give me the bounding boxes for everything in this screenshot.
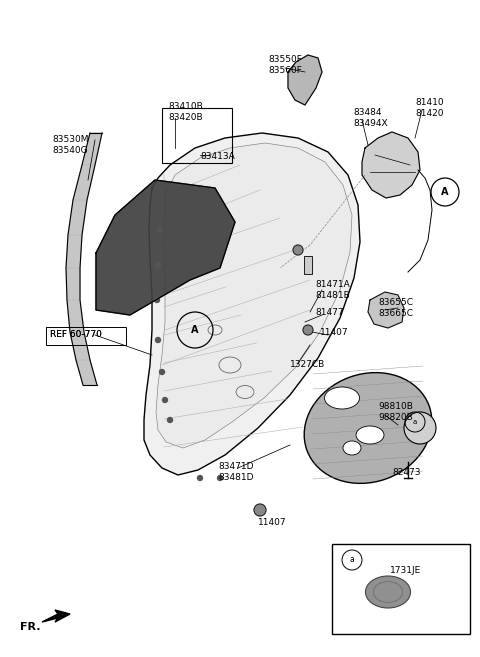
Circle shape xyxy=(159,369,165,374)
Ellipse shape xyxy=(365,576,410,608)
Text: 11407: 11407 xyxy=(320,328,348,337)
Circle shape xyxy=(156,263,160,267)
Circle shape xyxy=(156,338,160,342)
Circle shape xyxy=(168,417,172,422)
Text: FR.: FR. xyxy=(20,622,40,632)
Circle shape xyxy=(303,325,313,335)
Text: 83655C
83665C: 83655C 83665C xyxy=(378,298,413,318)
Text: 81410
81420: 81410 81420 xyxy=(415,98,444,118)
Text: 83484
83494X: 83484 83494X xyxy=(353,108,388,128)
Circle shape xyxy=(254,504,266,516)
Text: A: A xyxy=(191,325,199,335)
Bar xyxy=(332,544,470,634)
Polygon shape xyxy=(68,200,87,235)
Text: REF 60-770: REF 60-770 xyxy=(50,330,102,339)
Bar xyxy=(304,256,312,274)
Polygon shape xyxy=(66,268,80,300)
Polygon shape xyxy=(66,235,82,268)
Text: 81477: 81477 xyxy=(315,308,344,317)
Polygon shape xyxy=(156,143,352,448)
Text: 83410B
83420B: 83410B 83420B xyxy=(168,102,203,122)
Text: 81471A
81481B: 81471A 81481B xyxy=(315,280,350,300)
Text: REF 60-770: REF 60-770 xyxy=(50,330,102,339)
Circle shape xyxy=(293,245,303,255)
Polygon shape xyxy=(42,610,70,622)
Circle shape xyxy=(155,298,159,302)
Polygon shape xyxy=(73,165,95,200)
Ellipse shape xyxy=(324,387,360,409)
Text: 1731JE: 1731JE xyxy=(390,566,421,575)
Ellipse shape xyxy=(343,441,361,455)
Text: 1327CB: 1327CB xyxy=(290,360,325,369)
Ellipse shape xyxy=(356,426,384,444)
Bar xyxy=(162,108,232,163)
Text: A: A xyxy=(441,187,449,197)
Text: 82473: 82473 xyxy=(392,468,420,477)
Text: 83550F
83560F: 83550F 83560F xyxy=(268,55,302,75)
Text: 83471D
83481D: 83471D 83481D xyxy=(218,462,253,482)
Text: 83413A: 83413A xyxy=(200,152,235,161)
Polygon shape xyxy=(67,300,84,332)
Circle shape xyxy=(157,227,163,233)
Text: a: a xyxy=(349,556,354,564)
Ellipse shape xyxy=(304,373,432,484)
Circle shape xyxy=(163,397,168,403)
Polygon shape xyxy=(76,360,97,385)
Text: 11407: 11407 xyxy=(258,518,287,527)
Ellipse shape xyxy=(404,412,436,444)
Polygon shape xyxy=(82,133,102,165)
Polygon shape xyxy=(144,133,360,475)
Text: 83530M
83540G: 83530M 83540G xyxy=(52,135,88,155)
Text: a: a xyxy=(413,419,417,425)
Polygon shape xyxy=(362,132,420,198)
Polygon shape xyxy=(368,292,404,328)
Polygon shape xyxy=(96,180,235,315)
Polygon shape xyxy=(70,332,90,360)
Circle shape xyxy=(217,476,223,480)
Polygon shape xyxy=(288,55,322,105)
Text: 98810B
98820B: 98810B 98820B xyxy=(378,402,413,422)
Circle shape xyxy=(197,476,203,480)
